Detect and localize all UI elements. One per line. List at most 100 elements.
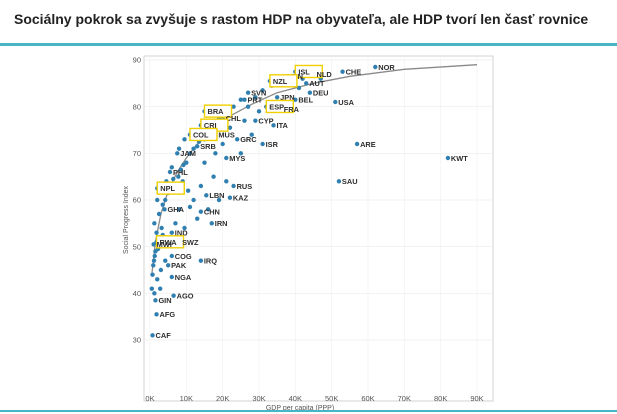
data-point — [182, 225, 187, 231]
data-point-rus — [231, 183, 236, 189]
highlight-box — [155, 235, 185, 249]
country-label: GHA — [168, 205, 185, 214]
data-point — [152, 291, 157, 296]
x-tick-label: 50K — [325, 394, 338, 403]
data-point — [238, 151, 244, 156]
data-point — [185, 188, 191, 193]
country-label: CRI — [204, 121, 217, 130]
country-label: MUS — [218, 130, 234, 139]
y-tick-label: 40 — [133, 289, 141, 298]
x-tick-label: 10K — [180, 394, 193, 403]
data-point — [202, 160, 207, 165]
country-label: COL — [193, 130, 209, 139]
highlight-box — [265, 99, 294, 114]
country-label: IND — [175, 228, 188, 237]
data-point — [158, 267, 164, 273]
x-tick-label: 30K — [252, 394, 265, 403]
y-tick-label: 50 — [133, 242, 141, 251]
highlight-box — [294, 64, 324, 79]
y-tick-label: 70 — [133, 149, 141, 158]
data-point — [152, 253, 157, 259]
data-point-pak — [165, 263, 171, 268]
country-label: ARE — [360, 140, 376, 149]
data-point-mwi — [151, 242, 156, 247]
data-point-aut — [304, 81, 309, 86]
data-point — [220, 141, 225, 147]
data-point — [151, 258, 157, 263]
country-label: CHE — [346, 67, 362, 76]
country-label: ITA — [277, 121, 289, 130]
country-label: KAZ — [233, 193, 249, 202]
data-point-nor — [373, 64, 378, 70]
x-tick-label: 90K — [470, 394, 483, 403]
country-label: RUS — [237, 182, 253, 191]
data-point — [173, 221, 178, 226]
country-label: BRA — [208, 107, 225, 116]
data-point-gha — [162, 207, 167, 212]
country-label: ISL — [298, 67, 310, 76]
title-divider — [0, 43, 617, 46]
country-label: PRT — [247, 95, 262, 104]
data-point — [238, 97, 244, 102]
country-labels: ISLFINNLDCHENORNZLAUTSVNPRTJPNDEUBELUSAE… — [156, 63, 469, 340]
data-point — [160, 202, 165, 207]
data-point-jpn — [274, 95, 280, 100]
data-point — [187, 151, 193, 156]
country-label: NLD — [317, 70, 333, 79]
x-axis-label: GDP per capita (PPP) — [266, 405, 334, 412]
data-point — [150, 272, 155, 277]
data-point — [176, 146, 182, 151]
country-label: SVN — [251, 88, 266, 97]
footer-divider — [0, 410, 617, 412]
country-label: BEL — [298, 95, 313, 104]
data-point-irq — [198, 258, 204, 263]
data-point — [155, 277, 160, 282]
data-point-grc — [235, 137, 240, 142]
data-point — [152, 221, 157, 226]
highlight-box — [156, 181, 185, 195]
data-point — [249, 132, 254, 137]
country-label: IRQ — [204, 256, 217, 265]
country-label: SWZ — [182, 238, 199, 247]
data-point-bel — [293, 97, 298, 102]
data-point-afg — [154, 312, 159, 317]
data-point — [154, 230, 159, 235]
country-label: GIN — [158, 296, 171, 305]
x-tick-label: 80K — [434, 394, 447, 403]
country-label: PHL — [173, 168, 188, 177]
data-point-isr — [260, 141, 265, 147]
country-label: MYS — [229, 154, 245, 163]
data-point — [149, 286, 155, 291]
country-label: COG — [175, 252, 192, 261]
country-label: ISR — [266, 140, 279, 149]
data-point-sau — [336, 179, 342, 184]
data-point-jam — [175, 151, 180, 156]
data-point-nga — [169, 274, 174, 280]
country-label: JAM — [180, 149, 196, 158]
country-label: CHL — [226, 114, 242, 123]
country-label: KWT — [451, 154, 468, 163]
data-point — [245, 104, 251, 109]
data-point — [216, 197, 222, 203]
data-point-caf — [150, 333, 155, 338]
data-point — [260, 88, 265, 93]
y-tick-label: 80 — [133, 102, 141, 111]
data-point — [178, 167, 184, 172]
country-label: ESP — [269, 102, 284, 111]
country-label: SRB — [200, 142, 216, 151]
x-tick-label: 70K — [398, 394, 411, 403]
country-label: AGO — [177, 291, 194, 300]
country-label: DEU — [313, 88, 329, 97]
country-label: MWI — [157, 240, 172, 249]
data-point — [156, 211, 162, 217]
data-point — [253, 95, 258, 100]
data-point-kwt — [445, 155, 451, 161]
data-point-mys — [224, 155, 229, 161]
country-label: FRA — [284, 105, 300, 114]
highlight-box — [203, 104, 233, 118]
country-label: LBN — [209, 191, 224, 200]
data-point — [256, 109, 262, 114]
data-point — [157, 286, 163, 291]
x-tick-label: 20K — [216, 394, 229, 403]
